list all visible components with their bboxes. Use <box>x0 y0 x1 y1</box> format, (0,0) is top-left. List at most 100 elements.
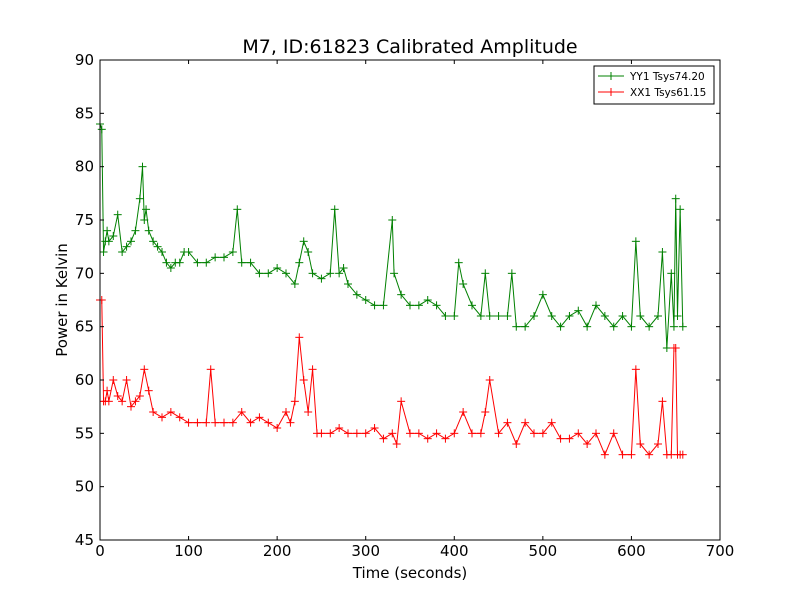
data-point <box>127 402 135 411</box>
data-point <box>113 210 122 219</box>
data-point <box>149 237 158 246</box>
data-point <box>317 274 326 283</box>
data-point <box>122 376 131 384</box>
y-axis: 45 50 55 60 65 70 75 80 85 90 <box>75 51 720 549</box>
data-point <box>671 344 680 352</box>
data-point <box>308 365 317 374</box>
data-point <box>184 418 193 427</box>
data-point <box>295 333 304 342</box>
data-point <box>397 397 406 406</box>
legend-item: YY1 Tsys74.20 <box>598 71 705 83</box>
data-point <box>530 429 538 438</box>
y-tick-label: 45 <box>75 531 94 549</box>
x-tick-label: 400 <box>440 542 469 560</box>
data-point <box>618 312 627 320</box>
data-point <box>220 253 228 262</box>
data-point <box>459 408 468 416</box>
legend-box <box>593 65 715 105</box>
x-tick-label: 100 <box>174 542 203 560</box>
plot-frame <box>99 59 721 541</box>
data-point <box>127 237 135 246</box>
data-point <box>662 344 671 352</box>
data-point <box>631 237 640 246</box>
x-tick-label: 500 <box>529 542 558 560</box>
data-point <box>193 258 202 267</box>
data-point <box>565 434 574 443</box>
data-point <box>233 205 242 214</box>
x-tick-label: 700 <box>706 542 735 560</box>
data-point <box>109 376 118 384</box>
data-point <box>414 301 423 310</box>
data-point <box>97 296 106 304</box>
data-point <box>202 258 211 267</box>
data-point <box>658 397 667 406</box>
legend-label: XX1 Tsys61.15 <box>630 87 706 99</box>
data-point <box>299 376 308 384</box>
data-point <box>678 322 687 331</box>
data-point <box>228 418 237 427</box>
data-point <box>379 301 388 310</box>
data-point <box>609 429 618 438</box>
data-point <box>255 413 264 422</box>
data-point <box>388 216 397 224</box>
y-tick-label: 90 <box>75 51 94 69</box>
data-point <box>361 429 370 438</box>
x-tick-label: 0 <box>95 542 105 560</box>
legend-item: XX1 Tsys61.15 <box>598 87 706 99</box>
data-point <box>406 301 414 310</box>
data-point <box>206 365 215 374</box>
data-point <box>202 418 211 427</box>
data-point <box>600 312 609 320</box>
data-point <box>299 237 308 246</box>
y-tick-label: 55 <box>75 424 94 442</box>
data-point <box>481 269 490 278</box>
data-point <box>264 269 273 278</box>
data-point <box>574 429 583 438</box>
data-point <box>144 226 153 235</box>
data-point <box>317 429 326 438</box>
data-point <box>450 429 459 438</box>
plot-data <box>96 120 687 459</box>
data-point <box>304 248 313 256</box>
data-point <box>654 440 662 448</box>
data-point <box>388 429 397 438</box>
data-point <box>140 365 149 374</box>
data-point <box>592 301 600 310</box>
data-point <box>390 269 399 278</box>
data-point <box>521 322 530 331</box>
data-point <box>667 269 676 278</box>
x-tick-label: 200 <box>263 542 292 560</box>
data-point <box>113 392 122 400</box>
legend-label: YY1 Tsys74.20 <box>629 71 705 83</box>
data-point <box>361 296 370 304</box>
data-point <box>547 312 556 320</box>
y-tick-label: 60 <box>75 371 94 389</box>
data-point <box>131 397 140 406</box>
data-point <box>645 322 654 331</box>
data-point <box>423 296 432 304</box>
data-point <box>326 429 335 438</box>
data-point <box>118 248 127 256</box>
data-point <box>162 258 171 267</box>
data-point <box>335 269 344 278</box>
data-point <box>538 290 547 299</box>
y-tick-label: 75 <box>75 211 94 229</box>
data-point <box>583 440 592 448</box>
data-point <box>228 248 237 256</box>
series-0 <box>96 120 687 352</box>
series-1 <box>96 296 687 459</box>
y-tick-label: 70 <box>75 264 94 282</box>
data-point <box>574 306 583 315</box>
data-point <box>295 258 304 267</box>
data-point <box>583 322 592 331</box>
data-point <box>140 216 149 224</box>
x-tick-label: 300 <box>351 542 380 560</box>
data-point <box>627 322 636 331</box>
data-point <box>673 312 682 320</box>
data-point <box>352 429 361 438</box>
data-point <box>423 434 432 443</box>
data-point <box>592 429 600 438</box>
data-point <box>658 248 667 256</box>
data-point <box>286 418 295 427</box>
